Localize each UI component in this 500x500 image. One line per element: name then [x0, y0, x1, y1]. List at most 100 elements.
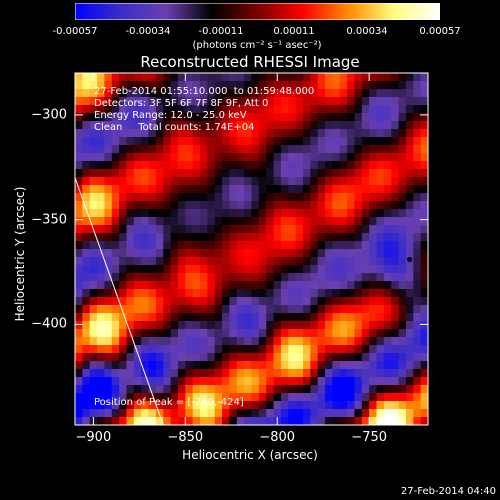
heatmap-cell — [104, 337, 113, 346]
heatmap-cell — [332, 265, 341, 274]
heatmap-cell — [258, 241, 267, 250]
heatmap-cell — [420, 161, 428, 170]
heatmap-cell — [97, 249, 106, 258]
heatmap-cell — [354, 241, 363, 250]
heatmap-cell — [170, 137, 179, 146]
heatmap-cell — [332, 169, 341, 178]
heatmap-cell — [273, 233, 282, 242]
heatmap-cell — [391, 169, 400, 178]
heatmap-cell — [244, 409, 253, 418]
heatmap-cell — [97, 265, 106, 274]
heatmap-cell — [295, 161, 304, 170]
heatmap-cell — [104, 313, 113, 322]
heatmap-cell — [398, 217, 407, 226]
heatmap-cell — [302, 345, 311, 354]
heatmap-cell — [133, 121, 142, 130]
heatmap-cell — [369, 297, 378, 306]
heatmap-cell — [347, 105, 356, 114]
heatmap-cell — [82, 145, 91, 154]
heatmap-cell — [391, 193, 400, 202]
heatmap-cell — [141, 361, 150, 370]
heatmap-cell — [104, 281, 113, 290]
heatmap-cell — [229, 257, 238, 266]
heatmap-cell — [391, 201, 400, 210]
heatmap-cell — [155, 297, 164, 306]
heatmap-cell — [413, 249, 422, 258]
heatmap-cell — [214, 137, 223, 146]
heatmap-cell — [75, 409, 83, 418]
heatmap-cell — [236, 377, 245, 386]
heatmap-cell — [133, 313, 142, 322]
heatmap-cell — [170, 161, 179, 170]
heatmap-cell — [200, 385, 208, 394]
heatmap-cell — [339, 217, 348, 226]
heatmap-cell — [155, 177, 164, 186]
heatmap-cell — [141, 121, 150, 130]
heatmap-cell — [111, 385, 120, 394]
heatmap-cell — [141, 225, 150, 234]
heatmap-cell — [229, 305, 238, 314]
heatmap-cell — [251, 329, 260, 338]
heatmap-cell — [200, 289, 208, 298]
heatmap-cell — [288, 409, 297, 418]
heatmap-cell — [192, 297, 201, 306]
heatmap-cell — [383, 217, 392, 226]
heatmap-cell — [244, 361, 253, 370]
heatmap-cell — [273, 377, 282, 386]
heatmap-cell — [192, 281, 201, 290]
peak-position-label: Position of Peak = [-760,-424] — [94, 397, 244, 408]
heatmap-cell — [266, 353, 275, 362]
heatmap-cell — [295, 73, 304, 82]
heatmap-cell — [244, 321, 253, 330]
heatmap-cell — [361, 297, 370, 306]
heatmap-cell — [310, 337, 319, 346]
heatmap-cell — [75, 249, 83, 258]
heatmap-cell — [236, 281, 245, 290]
heatmap-cell — [391, 361, 400, 370]
heatmap-cell — [89, 241, 98, 250]
heatmap-cell — [111, 297, 120, 306]
heatmap-cell — [420, 409, 428, 418]
heatmap-cell — [302, 89, 311, 98]
heatmap-cell — [266, 273, 275, 282]
heatmap-cell — [126, 361, 135, 370]
heatmap-cell — [273, 257, 282, 266]
heatmap-cell — [229, 265, 238, 274]
heatmap-cell — [75, 377, 83, 386]
heatmap-cell — [361, 153, 370, 162]
heatmap-cell — [229, 393, 238, 402]
heatmap-cell — [207, 193, 216, 202]
heatmap-cell — [405, 73, 414, 82]
heatmap-cell — [354, 185, 363, 194]
heatmap-cell — [148, 393, 157, 402]
heatmap-cell — [398, 241, 407, 250]
heatmap-cell — [258, 161, 267, 170]
heatmap-cell — [376, 193, 385, 202]
x-axis-label: Heliocentric X (arcsec) — [182, 448, 318, 462]
heatmap-cell — [214, 313, 223, 322]
heatmap-cell — [126, 121, 135, 130]
heatmap-cell — [126, 153, 135, 162]
heatmap-cell — [104, 129, 113, 138]
heatmap-cell — [185, 393, 194, 402]
heatmap-cell — [163, 201, 172, 210]
heatmap-cell — [119, 297, 128, 306]
heatmap-cell — [126, 273, 135, 282]
heatmap-cell — [405, 369, 414, 378]
heatmap-cell — [354, 169, 363, 178]
heatmap-cell — [236, 329, 245, 338]
heatmap-cell — [354, 401, 363, 410]
heatmap-cell — [258, 369, 267, 378]
heatmap-cell — [413, 225, 422, 234]
heatmap-cell — [119, 369, 128, 378]
heatmap-cell — [214, 169, 223, 178]
heatmap-cell — [332, 161, 341, 170]
heatmap-cell — [229, 121, 238, 130]
heatmap-cell — [302, 129, 311, 138]
heatmap-cell — [236, 241, 245, 250]
heatmap-cell — [317, 241, 326, 250]
heatmap-cell — [266, 377, 275, 386]
heatmap-cell — [170, 249, 179, 258]
heatmap-cell — [104, 369, 113, 378]
heatmap-cell — [295, 201, 304, 210]
